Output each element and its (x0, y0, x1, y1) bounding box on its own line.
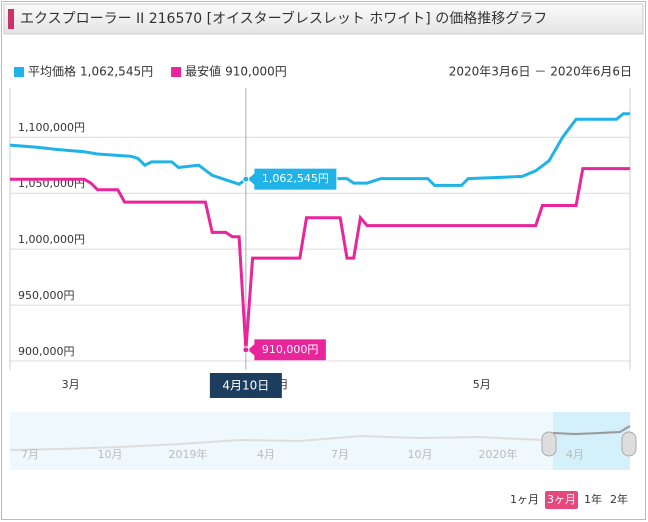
tooltip-label: 910,000円 (262, 343, 319, 356)
range-button-label[interactable]: 3ヶ月 (547, 493, 576, 506)
date-range: 2020年3月6日 － 2020年6月6日 (449, 65, 632, 79)
title-accent (8, 9, 14, 29)
plot-area (10, 88, 630, 370)
range-button-label[interactable]: 2年 (610, 492, 628, 506)
legend-label: 平均価格 (28, 64, 76, 79)
range-button[interactable] (545, 491, 578, 509)
navigator-selection[interactable] (553, 412, 630, 470)
crosshair-label: 4月10日 (222, 379, 269, 393)
navigator-label: 2019年 (169, 447, 208, 461)
navigator-label: 2020年 (479, 447, 518, 461)
range-button[interactable] (608, 491, 630, 509)
legend-value: 910,000円 (225, 65, 287, 79)
tooltip-arrow (247, 173, 255, 186)
x-tick-label: 5月 (473, 378, 491, 391)
navigator[interactable] (10, 412, 630, 470)
range-button-label[interactable]: 1ヶ月 (510, 493, 539, 506)
range-button[interactable] (582, 491, 604, 509)
legend-label: 最安値 (185, 64, 221, 79)
crosshair-label-box (209, 373, 282, 398)
legend-swatch (171, 67, 182, 77)
navigator-label: 4月 (566, 448, 584, 461)
navigator-label: 4月 (257, 448, 275, 461)
navigator-handle[interactable] (541, 431, 557, 457)
hover-point (242, 175, 250, 183)
y-tick-label: 900,000円 (18, 345, 75, 358)
y-tick-label: 1,000,000円 (18, 233, 85, 246)
series-line (10, 167, 630, 351)
legend-value: 1,062,545円 (80, 65, 153, 79)
range-button[interactable] (508, 491, 541, 509)
y-tick-label: 950,000円 (18, 289, 75, 302)
y-tick-label: 1,100,000円 (18, 121, 85, 134)
navigator-label: 7月 (21, 448, 39, 461)
navigator-handle[interactable] (621, 431, 637, 457)
title: エクスプローラー II 216570 [オイスターブレスレット ホワイト] の価… (20, 10, 547, 27)
hover-point (242, 346, 250, 354)
legend-swatch (14, 67, 24, 77)
title-bar (3, 3, 644, 35)
navigator-label: 10月 (98, 448, 123, 461)
tooltip-label: 1,062,545円 (262, 172, 329, 185)
navigator-label: 7月 (331, 448, 349, 461)
tooltip-arrow (247, 343, 255, 356)
navigator-label: 10月 (408, 448, 433, 461)
navigator-line (552, 425, 631, 436)
x-tick-label: 3月 (62, 378, 80, 391)
range-button-label[interactable]: 1年 (584, 492, 602, 506)
